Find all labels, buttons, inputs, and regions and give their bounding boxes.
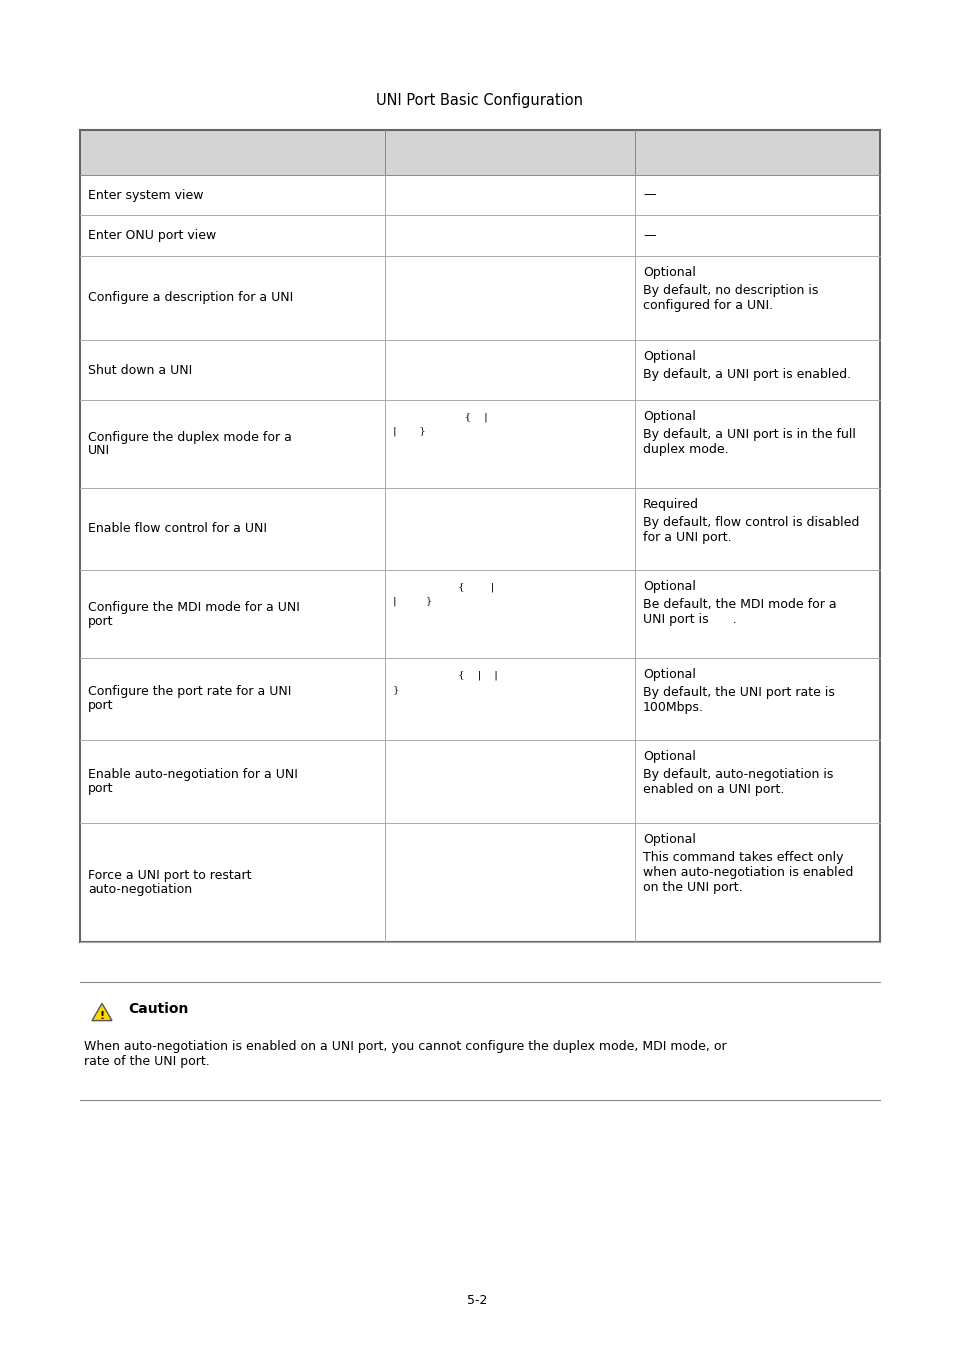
Text: Optional: Optional — [642, 668, 695, 680]
Text: Optional: Optional — [642, 266, 695, 279]
Text: port: port — [88, 782, 113, 795]
Text: port: port — [88, 614, 113, 628]
Text: Required: Required — [642, 498, 699, 512]
Text: auto-negotiation: auto-negotiation — [88, 883, 192, 896]
Text: 5-2: 5-2 — [466, 1293, 487, 1307]
Text: Shut down a UNI: Shut down a UNI — [88, 363, 193, 377]
Text: This command takes effect only
when auto-negotiation is enabled
on the UNI port.: This command takes effect only when auto… — [642, 850, 853, 894]
Text: Enable auto-negotiation for a UNI: Enable auto-negotiation for a UNI — [88, 768, 297, 782]
Text: UNI: UNI — [88, 444, 110, 458]
Text: Configure the MDI mode for a UNI: Configure the MDI mode for a UNI — [88, 601, 299, 613]
Text: Configure the port rate for a UNI: Configure the port rate for a UNI — [88, 686, 291, 698]
Text: Optional: Optional — [642, 580, 695, 593]
Text: |         }: | } — [393, 597, 432, 606]
Text: Caution: Caution — [128, 1002, 188, 1017]
Text: By default, a UNI port is enabled.: By default, a UNI port is enabled. — [642, 369, 850, 381]
Text: By default, flow control is disabled
for a UNI port.: By default, flow control is disabled for… — [642, 516, 859, 544]
Text: —: — — [642, 189, 655, 201]
Text: Configure the duplex mode for a: Configure the duplex mode for a — [88, 431, 292, 444]
Text: Enable flow control for a UNI: Enable flow control for a UNI — [88, 522, 267, 536]
Text: {    |    |: { | | — [393, 671, 497, 680]
Polygon shape — [91, 1003, 112, 1021]
Text: port: port — [88, 699, 113, 713]
Text: Optional: Optional — [642, 751, 695, 763]
Text: Optional: Optional — [642, 410, 695, 423]
Text: Force a UNI port to restart: Force a UNI port to restart — [88, 869, 252, 882]
Text: By default, a UNI port is in the full
duplex mode.: By default, a UNI port is in the full du… — [642, 428, 855, 456]
Text: Be default, the MDI mode for a
UNI port is      .: Be default, the MDI mode for a UNI port … — [642, 598, 836, 626]
Text: {        |: { | — [393, 583, 494, 593]
Text: }: } — [393, 684, 399, 694]
Text: When auto-negotiation is enabled on a UNI port, you cannot configure the duplex : When auto-negotiation is enabled on a UN… — [84, 1040, 726, 1068]
Bar — [80, 130, 879, 176]
Text: Optional: Optional — [642, 833, 695, 846]
Text: Optional: Optional — [642, 350, 695, 363]
Text: Enter system view: Enter system view — [88, 189, 203, 201]
Text: {    |: { | — [393, 413, 487, 423]
Text: —: — — [642, 230, 655, 242]
Text: UNI Port Basic Configuration: UNI Port Basic Configuration — [376, 93, 583, 108]
Text: By default, no description is
configured for a UNI.: By default, no description is configured… — [642, 284, 818, 312]
Text: Enter ONU port view: Enter ONU port view — [88, 230, 216, 242]
Text: |       }: | } — [393, 427, 425, 436]
Text: !: ! — [99, 1011, 105, 1021]
Text: Configure a description for a UNI: Configure a description for a UNI — [88, 292, 293, 305]
Text: By default, the UNI port rate is
100Mbps.: By default, the UNI port rate is 100Mbps… — [642, 686, 834, 714]
Text: By default, auto-negotiation is
enabled on a UNI port.: By default, auto-negotiation is enabled … — [642, 768, 833, 796]
